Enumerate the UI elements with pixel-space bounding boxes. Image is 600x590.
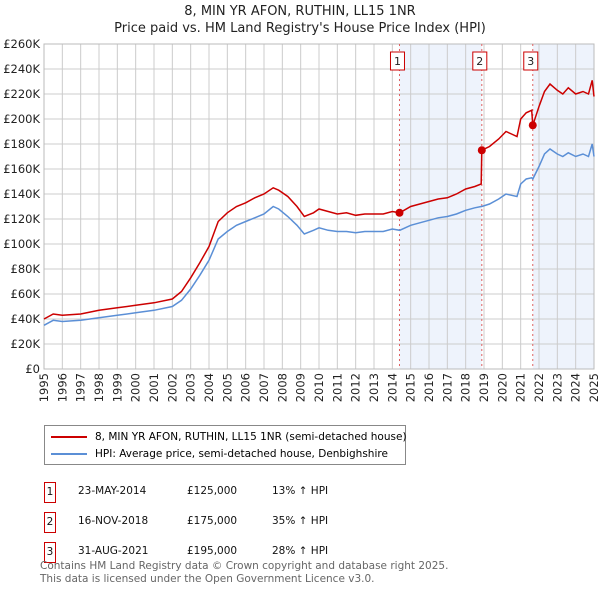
x-tick-label: 2015 xyxy=(404,373,418,402)
x-tick-label: 2009 xyxy=(294,373,308,402)
x-tick-label: 2024 xyxy=(569,373,583,402)
y-tick-label: £220K xyxy=(3,87,40,101)
plot-area: £0 £20K £40K £60K £80K £100K £120K £140K £160K £1… xyxy=(3,37,600,402)
x-tick-label: 2011 xyxy=(330,373,344,402)
sale-hpi-diff: 35% ↑ HPI xyxy=(272,515,329,527)
legend: 8, MIN YR AFON, RUTHIN, LL15 1NR (semi-d… xyxy=(44,425,407,465)
x-tick-label: 2010 xyxy=(312,373,326,402)
y-tick-label: £80K xyxy=(11,262,41,276)
sale-number: 2 xyxy=(44,512,56,533)
x-tick-label: 2021 xyxy=(514,373,528,402)
x-tick-label: 2005 xyxy=(220,373,234,402)
footer: Contains HM Land Registry data © Crown c… xyxy=(40,560,448,586)
y-tick-label: £120K xyxy=(3,212,40,226)
x-tick-label: 2012 xyxy=(349,373,363,402)
y-tick-label: £200K xyxy=(3,112,40,126)
sale-marker-box xyxy=(523,51,539,71)
x-tick-label: 2007 xyxy=(257,373,271,402)
sale-hpi-diff: 28% ↑ HPI xyxy=(272,545,329,557)
legend-label-hpi: HPI: Average price, semi-detached house,… xyxy=(95,448,388,460)
sale-price: £195,000 xyxy=(187,545,238,557)
sale-price: £125,000 xyxy=(187,485,238,497)
x-tick-label: 2000 xyxy=(129,373,143,402)
y-tick-label: £180K xyxy=(3,137,40,151)
x-tick-label: 1998 xyxy=(92,373,106,402)
x-tick-label: 1996 xyxy=(55,373,69,402)
y-tick-label: £40K xyxy=(11,312,41,326)
sale-point xyxy=(528,121,537,130)
sale-marker-box xyxy=(472,51,488,71)
x-tick-label: 1999 xyxy=(110,373,124,402)
shaded-period-3 xyxy=(532,44,594,369)
sale-point xyxy=(395,208,404,217)
chart-subtitle: Price paid vs. HM Land Registry's House … xyxy=(114,21,486,36)
x-tick-label: 2023 xyxy=(550,373,564,402)
sale-number: 3 xyxy=(44,542,56,563)
x-tick-label: 2001 xyxy=(147,373,161,402)
x-tick-label: 2016 xyxy=(422,373,436,402)
y-tick-label: £0 xyxy=(25,362,40,376)
y-tick-label: £160K xyxy=(3,162,40,176)
plot-border xyxy=(43,43,595,370)
x-tick-label: 2017 xyxy=(440,373,454,402)
sale-number: 1 xyxy=(44,482,56,503)
y-tick-label: £100K xyxy=(3,237,40,251)
x-tick-label: 2022 xyxy=(532,373,546,402)
sale-date: 23-MAY-2014 xyxy=(78,485,147,497)
sale-marker-label: 2 xyxy=(476,55,483,68)
x-tick-label: 2013 xyxy=(367,373,381,402)
footer-line-1: Contains HM Land Registry data © Crown c… xyxy=(40,560,449,572)
property-price-line xyxy=(43,80,595,320)
hpi-line xyxy=(43,143,595,326)
sale-price: £175,000 xyxy=(187,515,238,527)
x-tick-label: 2008 xyxy=(275,373,289,402)
sale-date: 31-AUG-2021 xyxy=(78,545,149,557)
y-tick-label: £60K xyxy=(11,287,41,301)
x-tick-label: 2003 xyxy=(184,373,198,402)
x-tick-label: 2014 xyxy=(385,373,399,402)
y-tick-label: £240K xyxy=(3,62,40,76)
footer-line-2: This data is licensed under the Open Gov… xyxy=(40,573,375,585)
sale-marker-label: 1 xyxy=(394,55,401,68)
sale-hpi-diff: 13% ↑ HPI xyxy=(272,485,329,497)
y-tick-label: £140K xyxy=(3,187,40,201)
y-tick-label: £260K xyxy=(3,37,40,51)
x-tick-label: 2002 xyxy=(165,373,179,402)
legend-red-line xyxy=(51,436,87,438)
sale-point xyxy=(477,146,486,155)
x-tick-label: 2025 xyxy=(587,373,600,402)
chart-title: 8, MIN YR AFON, RUTHIN, LL15 1NR xyxy=(184,4,416,19)
sale-marker-label: 3 xyxy=(527,55,534,68)
x-tick-label: 1997 xyxy=(74,373,88,402)
x-tick-label: 1995 xyxy=(37,373,51,402)
y-tick-label: £20K xyxy=(11,337,41,351)
x-tick-label: 2020 xyxy=(495,373,509,402)
x-tick-label: 2018 xyxy=(459,373,473,402)
legend-label-property: 8, MIN YR AFON, RUTHIN, LL15 1NR (semi-d… xyxy=(95,431,407,443)
sale-marker-box xyxy=(389,51,405,71)
x-tick-label: 2006 xyxy=(239,373,253,402)
x-tick-label: 2004 xyxy=(202,373,216,402)
sale-date: 16-NOV-2018 xyxy=(78,515,149,527)
legend-blue-line xyxy=(51,453,87,455)
x-tick-label: 2019 xyxy=(477,373,491,402)
